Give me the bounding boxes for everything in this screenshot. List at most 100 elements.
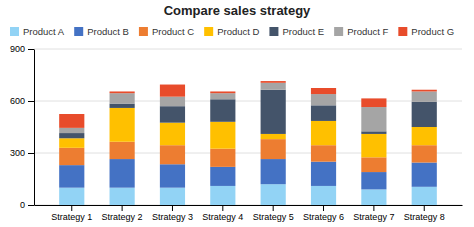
bar [311,88,336,94]
legend-swatch [398,27,407,36]
x-tick-mark [222,205,223,211]
bar-series [59,90,437,139]
bar [59,138,84,148]
bar [160,123,185,146]
bar [110,188,135,205]
bar-series [59,83,437,133]
bar [361,189,386,205]
x-tick-mark [323,205,324,211]
x-tick-label: Strategy 7 [353,212,394,222]
bar [59,148,84,165]
bar [412,90,437,92]
grid [34,49,462,205]
bar [261,134,286,139]
legend-item: Product C [139,26,194,37]
chart: Compare sales strategyProduct AProduct B… [0,0,474,227]
bar [59,133,84,138]
x-tick: Strategy 6 [303,205,344,222]
bar [361,157,386,172]
grid-line [34,49,462,50]
bar-series [59,81,437,128]
y-tick-mark [28,153,34,154]
y-tick: 0 [20,200,34,210]
x-tick-label: Strategy 5 [253,212,294,222]
x-tick-mark [424,205,425,211]
x-tick-mark [71,205,72,211]
y-tick: 600 [10,96,34,106]
x-tick: Strategy 8 [404,205,445,222]
legend-item: Product D [204,26,259,37]
legend-label: Product B [87,26,129,37]
bar [361,107,386,131]
legend-label: Product C [152,26,194,37]
bar [160,85,185,97]
bar [412,102,437,127]
bar [110,159,135,188]
y-axis-line [34,50,35,206]
x-tick: Strategy 4 [202,205,243,222]
bar [110,108,135,142]
x-tick-label: Strategy 1 [51,212,92,222]
title: Compare sales strategy [164,3,311,18]
y-tick: 300 [10,148,34,158]
bar [361,131,386,134]
bar [261,159,286,184]
bar-series [59,108,437,157]
legend-swatch [269,27,278,36]
bar [361,134,386,157]
x-axis: Strategy 1 Strategy 2 Strategy 3 Strategy 4… [35,205,463,222]
y-tick-mark [28,49,34,50]
legend-swatch [139,27,148,36]
x-tick-label: Strategy 8 [404,212,445,222]
bar [210,93,235,99]
bar [311,145,336,161]
bar [412,187,437,205]
legend-label: Product G [411,26,454,37]
bar [311,186,336,205]
x-tick-mark [273,205,274,211]
legend-item: Product E [269,26,324,37]
y-tick-label: 300 [10,148,25,158]
y-tick: 900 [10,44,34,54]
bar [160,145,185,164]
x-tick-label: Strategy 3 [152,212,193,222]
bar [210,122,235,149]
x-axis-line [35,205,463,206]
bar [361,172,386,189]
y-tick-mark [28,101,34,102]
x-tick: Strategy 7 [353,205,394,222]
bar [412,145,437,162]
bar [261,83,286,90]
x-tick-label: Strategy 4 [202,212,243,222]
bar [210,149,235,167]
y-tick-label: 0 [20,200,25,210]
legend-label: Product D [217,26,259,37]
legend-label: Product F [347,26,388,37]
bar [160,97,185,107]
bar [261,184,286,205]
legend-item: Product F [334,26,388,37]
bar [59,128,84,133]
y-tick-label: 900 [10,44,25,54]
x-tick-label: Strategy 6 [303,212,344,222]
bar [59,188,84,205]
bar [160,164,185,187]
bar [412,91,437,101]
x-tick-label: Strategy 2 [102,212,143,222]
legend-item: Product B [74,26,129,37]
bar [261,81,286,83]
bar [261,90,286,134]
x-tick-mark [172,205,173,211]
bar [412,127,437,145]
y-axis: 0 300 600 900 [10,44,35,210]
x-tick: Strategy 2 [102,205,143,222]
x-tick: Strategy 5 [253,205,294,222]
y-tick-label: 600 [10,96,25,106]
bar [210,186,235,205]
bar [110,93,135,103]
y-tick-mark [28,205,34,206]
grid-line [34,101,462,102]
bar [210,91,235,93]
x-tick-mark [373,205,374,211]
bar [210,99,235,122]
